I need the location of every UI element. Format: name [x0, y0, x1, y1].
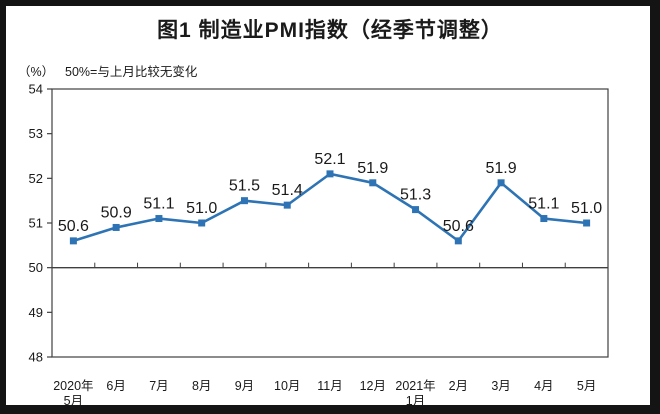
x-axis-category-label: 3月 — [491, 379, 510, 393]
x-axis-category-label: 9月 — [235, 379, 254, 393]
data-point-label: 51.0 — [186, 200, 217, 217]
y-axis-tick-label: 54 — [29, 82, 43, 97]
y-axis-tick-label: 48 — [29, 350, 43, 365]
data-point-label: 51.0 — [571, 200, 602, 217]
data-point-label: 51.1 — [528, 196, 559, 213]
data-point-marker — [369, 179, 377, 187]
data-point-label: 50.6 — [443, 218, 474, 235]
x-axis-category-label: 2021年 — [395, 379, 435, 393]
data-point-label: 51.1 — [143, 196, 174, 213]
x-axis-category-label: 11月 — [317, 379, 342, 393]
y-axis-tick-label: 52 — [29, 171, 43, 186]
data-point-marker — [454, 237, 462, 245]
data-point-marker — [155, 215, 163, 223]
x-axis-category-label: 4月 — [534, 379, 553, 393]
data-point-marker — [283, 201, 291, 209]
data-point-marker — [540, 215, 548, 223]
y-axis-tick-label: 53 — [29, 126, 43, 141]
reference-line-note: 50%=与上月比较无变化 — [65, 65, 198, 79]
data-point-marker — [69, 237, 77, 245]
y-axis-tick-label: 50 — [29, 260, 43, 275]
y-axis-tick-label: 49 — [29, 305, 43, 320]
data-point-marker — [583, 219, 591, 227]
x-axis-category-label: 5月 — [577, 379, 596, 393]
x-axis-category-label: 12月 — [360, 379, 386, 393]
y-axis-tick-label: 51 — [29, 216, 43, 231]
data-point-marker — [412, 206, 420, 214]
data-point-marker — [497, 179, 505, 187]
data-point-label: 51.9 — [357, 160, 388, 177]
data-point-label: 50.6 — [58, 218, 89, 235]
data-point-label: 52.1 — [314, 151, 345, 168]
data-point-label: 51.3 — [400, 187, 431, 204]
x-axis-category-label: 2月 — [449, 379, 468, 393]
x-axis-category-label: 6月 — [106, 379, 125, 393]
data-point-label: 51.9 — [486, 160, 517, 177]
data-point-marker — [198, 219, 206, 227]
data-point-marker — [112, 223, 120, 231]
y-axis-unit-label: （%） — [18, 65, 55, 79]
x-axis-category-label: 10月 — [274, 379, 300, 393]
data-point-label: 51.4 — [272, 182, 303, 199]
data-point-label: 50.9 — [101, 204, 132, 221]
data-point-marker — [240, 197, 248, 205]
x-axis-category-label: 5月 — [64, 394, 83, 408]
x-axis-category-label: 7月 — [149, 379, 168, 393]
x-axis-category-label: 8月 — [192, 379, 211, 393]
data-point-marker — [326, 170, 334, 178]
chart-title: 图1 制造业PMI指数（经季节调整） — [157, 19, 503, 42]
data-point-label: 51.5 — [229, 178, 260, 195]
x-axis-category-label: 2020年 — [53, 379, 93, 393]
x-axis-category-label: 1月 — [406, 394, 425, 408]
